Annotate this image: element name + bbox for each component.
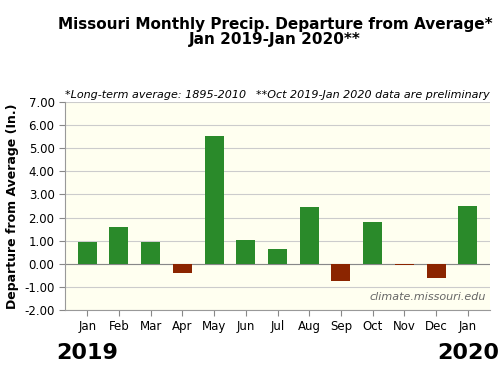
Text: Missouri Monthly Precip. Departure from Average*: Missouri Monthly Precip. Departure from …: [58, 17, 492, 32]
Text: *Long-term average: 1895-2010: *Long-term average: 1895-2010: [65, 90, 246, 100]
Text: **Oct 2019-Jan 2020 data are preliminary: **Oct 2019-Jan 2020 data are preliminary: [256, 90, 490, 100]
Bar: [141, 242, 160, 264]
Bar: [426, 264, 446, 278]
Bar: [300, 207, 318, 264]
Text: 2019: 2019: [56, 343, 118, 363]
Text: climate.missouri.edu: climate.missouri.edu: [370, 292, 486, 302]
Bar: [78, 242, 96, 264]
Bar: [395, 264, 414, 265]
Text: Jan 2019-Jan 2020**: Jan 2019-Jan 2020**: [189, 32, 361, 47]
Bar: [458, 206, 477, 264]
Bar: [110, 227, 128, 264]
Bar: [236, 240, 256, 264]
Bar: [332, 264, 350, 281]
Text: 2020: 2020: [437, 343, 499, 363]
Bar: [173, 264, 192, 273]
Y-axis label: Departure from Average (In.): Departure from Average (In.): [6, 103, 18, 309]
Bar: [204, 136, 224, 264]
Bar: [268, 249, 287, 264]
Bar: [363, 222, 382, 264]
